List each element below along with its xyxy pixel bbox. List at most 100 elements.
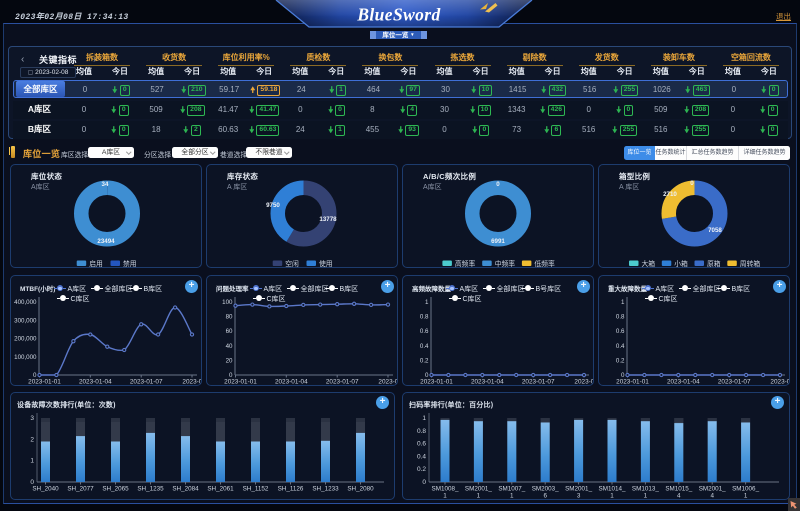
svg-text:SH_2084: SH_2084 bbox=[172, 486, 199, 493]
svg-text:0: 0 bbox=[690, 180, 694, 187]
svg-text:SH_2061: SH_2061 bbox=[207, 486, 234, 493]
svg-text:0.4: 0.4 bbox=[417, 453, 426, 460]
svg-text:3: 3 bbox=[30, 415, 34, 422]
svg-text:0.2: 0.2 bbox=[420, 357, 429, 364]
svg-text:2023-01-04: 2023-01-04 bbox=[667, 379, 700, 386]
svg-text:0: 0 bbox=[229, 372, 233, 379]
svg-text:60: 60 bbox=[226, 328, 233, 335]
svg-text:0.2: 0.2 bbox=[417, 466, 426, 473]
svg-text:1: 1 bbox=[744, 493, 748, 500]
svg-text:2710: 2710 bbox=[663, 191, 677, 198]
svg-text:SH_1152: SH_1152 bbox=[243, 486, 269, 493]
svg-text:小箱: 小箱 bbox=[674, 259, 688, 268]
svg-text:SM1007_: SM1007_ bbox=[498, 486, 525, 493]
svg-text:0: 0 bbox=[422, 479, 426, 486]
svg-text:0.6: 0.6 bbox=[417, 441, 426, 448]
svg-text:2023-01-04: 2023-01-04 bbox=[275, 379, 308, 386]
svg-text:2023-01-01: 2023-01-01 bbox=[28, 379, 61, 386]
svg-text:SM2001_: SM2001_ bbox=[699, 486, 726, 493]
svg-text:0.8: 0.8 bbox=[420, 314, 429, 321]
svg-text:6: 6 bbox=[543, 493, 547, 500]
svg-text:1: 1 bbox=[621, 299, 625, 306]
svg-text:1: 1 bbox=[477, 493, 481, 500]
svg-text:BlueSword: BlueSword bbox=[356, 5, 440, 25]
svg-text:400,000: 400,000 bbox=[14, 299, 37, 306]
svg-text:空闲: 空闲 bbox=[285, 259, 299, 268]
svg-text:100,000: 100,000 bbox=[14, 354, 37, 361]
svg-text:0.8: 0.8 bbox=[616, 314, 625, 321]
svg-text:禁用: 禁用 bbox=[123, 260, 137, 268]
svg-text:2023-01-04: 2023-01-04 bbox=[471, 379, 504, 386]
svg-text:4: 4 bbox=[677, 493, 681, 500]
svg-text:0.4: 0.4 bbox=[420, 343, 429, 350]
svg-text:1: 1 bbox=[644, 493, 648, 500]
svg-text:SM2001_: SM2001_ bbox=[565, 486, 592, 493]
svg-text:0: 0 bbox=[621, 372, 625, 379]
svg-text:1: 1 bbox=[510, 493, 514, 500]
svg-text:2023-01-07: 2023-01-07 bbox=[130, 379, 163, 386]
svg-text:2023-01-01: 2023-01-01 bbox=[224, 379, 257, 386]
svg-text:1: 1 bbox=[610, 493, 614, 500]
svg-text:100: 100 bbox=[222, 299, 233, 306]
svg-text:3: 3 bbox=[577, 493, 581, 500]
svg-text:中频率: 中频率 bbox=[495, 259, 516, 268]
svg-text:使用: 使用 bbox=[319, 259, 333, 268]
svg-text:SH_2065: SH_2065 bbox=[102, 486, 129, 493]
svg-text:0.4: 0.4 bbox=[616, 343, 625, 350]
svg-text:1: 1 bbox=[30, 458, 34, 465]
svg-text:1: 1 bbox=[425, 299, 429, 306]
svg-text:23494: 23494 bbox=[97, 238, 115, 245]
svg-text:80: 80 bbox=[226, 314, 233, 321]
svg-text:SM1006_: SM1006_ bbox=[732, 486, 759, 493]
svg-text:大箱: 大箱 bbox=[642, 259, 656, 268]
svg-text:40: 40 bbox=[226, 343, 233, 350]
svg-text:SM1015_: SM1015_ bbox=[665, 486, 692, 493]
svg-text:7058: 7058 bbox=[708, 227, 722, 234]
svg-text:1: 1 bbox=[422, 415, 426, 422]
svg-text:2023-01-1: 2023-01-1 bbox=[182, 379, 202, 386]
svg-text:2023-01-01: 2023-01-01 bbox=[420, 379, 453, 386]
svg-text:0: 0 bbox=[425, 372, 429, 379]
svg-text:SM1014_: SM1014_ bbox=[599, 486, 626, 493]
svg-text:2023-01-04: 2023-01-04 bbox=[79, 379, 112, 386]
svg-text:0.2: 0.2 bbox=[616, 357, 625, 364]
svg-text:9750: 9750 bbox=[266, 202, 280, 209]
svg-text:34: 34 bbox=[102, 181, 109, 188]
svg-text:SH_2080: SH_2080 bbox=[347, 486, 374, 493]
svg-text:SM2003_: SM2003_ bbox=[532, 486, 559, 493]
svg-text:2023-01-01: 2023-01-01 bbox=[616, 379, 649, 386]
svg-text:0.6: 0.6 bbox=[420, 328, 429, 335]
svg-text:13778: 13778 bbox=[319, 216, 337, 223]
svg-text:0: 0 bbox=[30, 479, 34, 486]
svg-text:4: 4 bbox=[710, 493, 714, 500]
svg-text:周转箱: 周转箱 bbox=[740, 259, 761, 268]
svg-text:2023-01-1: 2023-01-1 bbox=[378, 379, 398, 386]
svg-text:SH_1233: SH_1233 bbox=[312, 486, 339, 493]
svg-text:0: 0 bbox=[496, 181, 500, 188]
svg-text:SH_1126: SH_1126 bbox=[278, 486, 304, 493]
svg-text:SH_2077: SH_2077 bbox=[67, 486, 94, 493]
svg-text:2023-01-07: 2023-01-07 bbox=[522, 379, 555, 386]
svg-text:2: 2 bbox=[30, 436, 34, 443]
svg-text:2023-01-07: 2023-01-07 bbox=[326, 379, 359, 386]
svg-text:2023-01-07: 2023-01-07 bbox=[718, 379, 751, 386]
svg-text:启用: 启用 bbox=[89, 259, 103, 268]
svg-text:6991: 6991 bbox=[491, 238, 505, 245]
svg-text:0.6: 0.6 bbox=[616, 328, 625, 335]
svg-text:200,000: 200,000 bbox=[14, 336, 37, 343]
svg-text:SM1008_: SM1008_ bbox=[432, 486, 459, 493]
svg-text:SH_2040: SH_2040 bbox=[32, 486, 59, 493]
svg-text:SM1013_: SM1013_ bbox=[632, 486, 659, 493]
svg-text:0: 0 bbox=[33, 372, 37, 379]
svg-text:20: 20 bbox=[226, 357, 233, 364]
svg-text:原箱: 原箱 bbox=[707, 259, 721, 268]
svg-text:300,000: 300,000 bbox=[14, 317, 37, 324]
svg-text:2023-01-1: 2023-01-1 bbox=[574, 379, 594, 386]
svg-text:SM2001_: SM2001_ bbox=[465, 486, 492, 493]
svg-text:低频率: 低频率 bbox=[534, 259, 555, 268]
svg-text:0.8: 0.8 bbox=[417, 428, 426, 435]
svg-text:高频率: 高频率 bbox=[455, 259, 476, 268]
svg-text:2023-01-1: 2023-01-1 bbox=[770, 379, 790, 386]
svg-text:1: 1 bbox=[443, 493, 447, 500]
svg-text:SH_1235: SH_1235 bbox=[137, 486, 164, 493]
